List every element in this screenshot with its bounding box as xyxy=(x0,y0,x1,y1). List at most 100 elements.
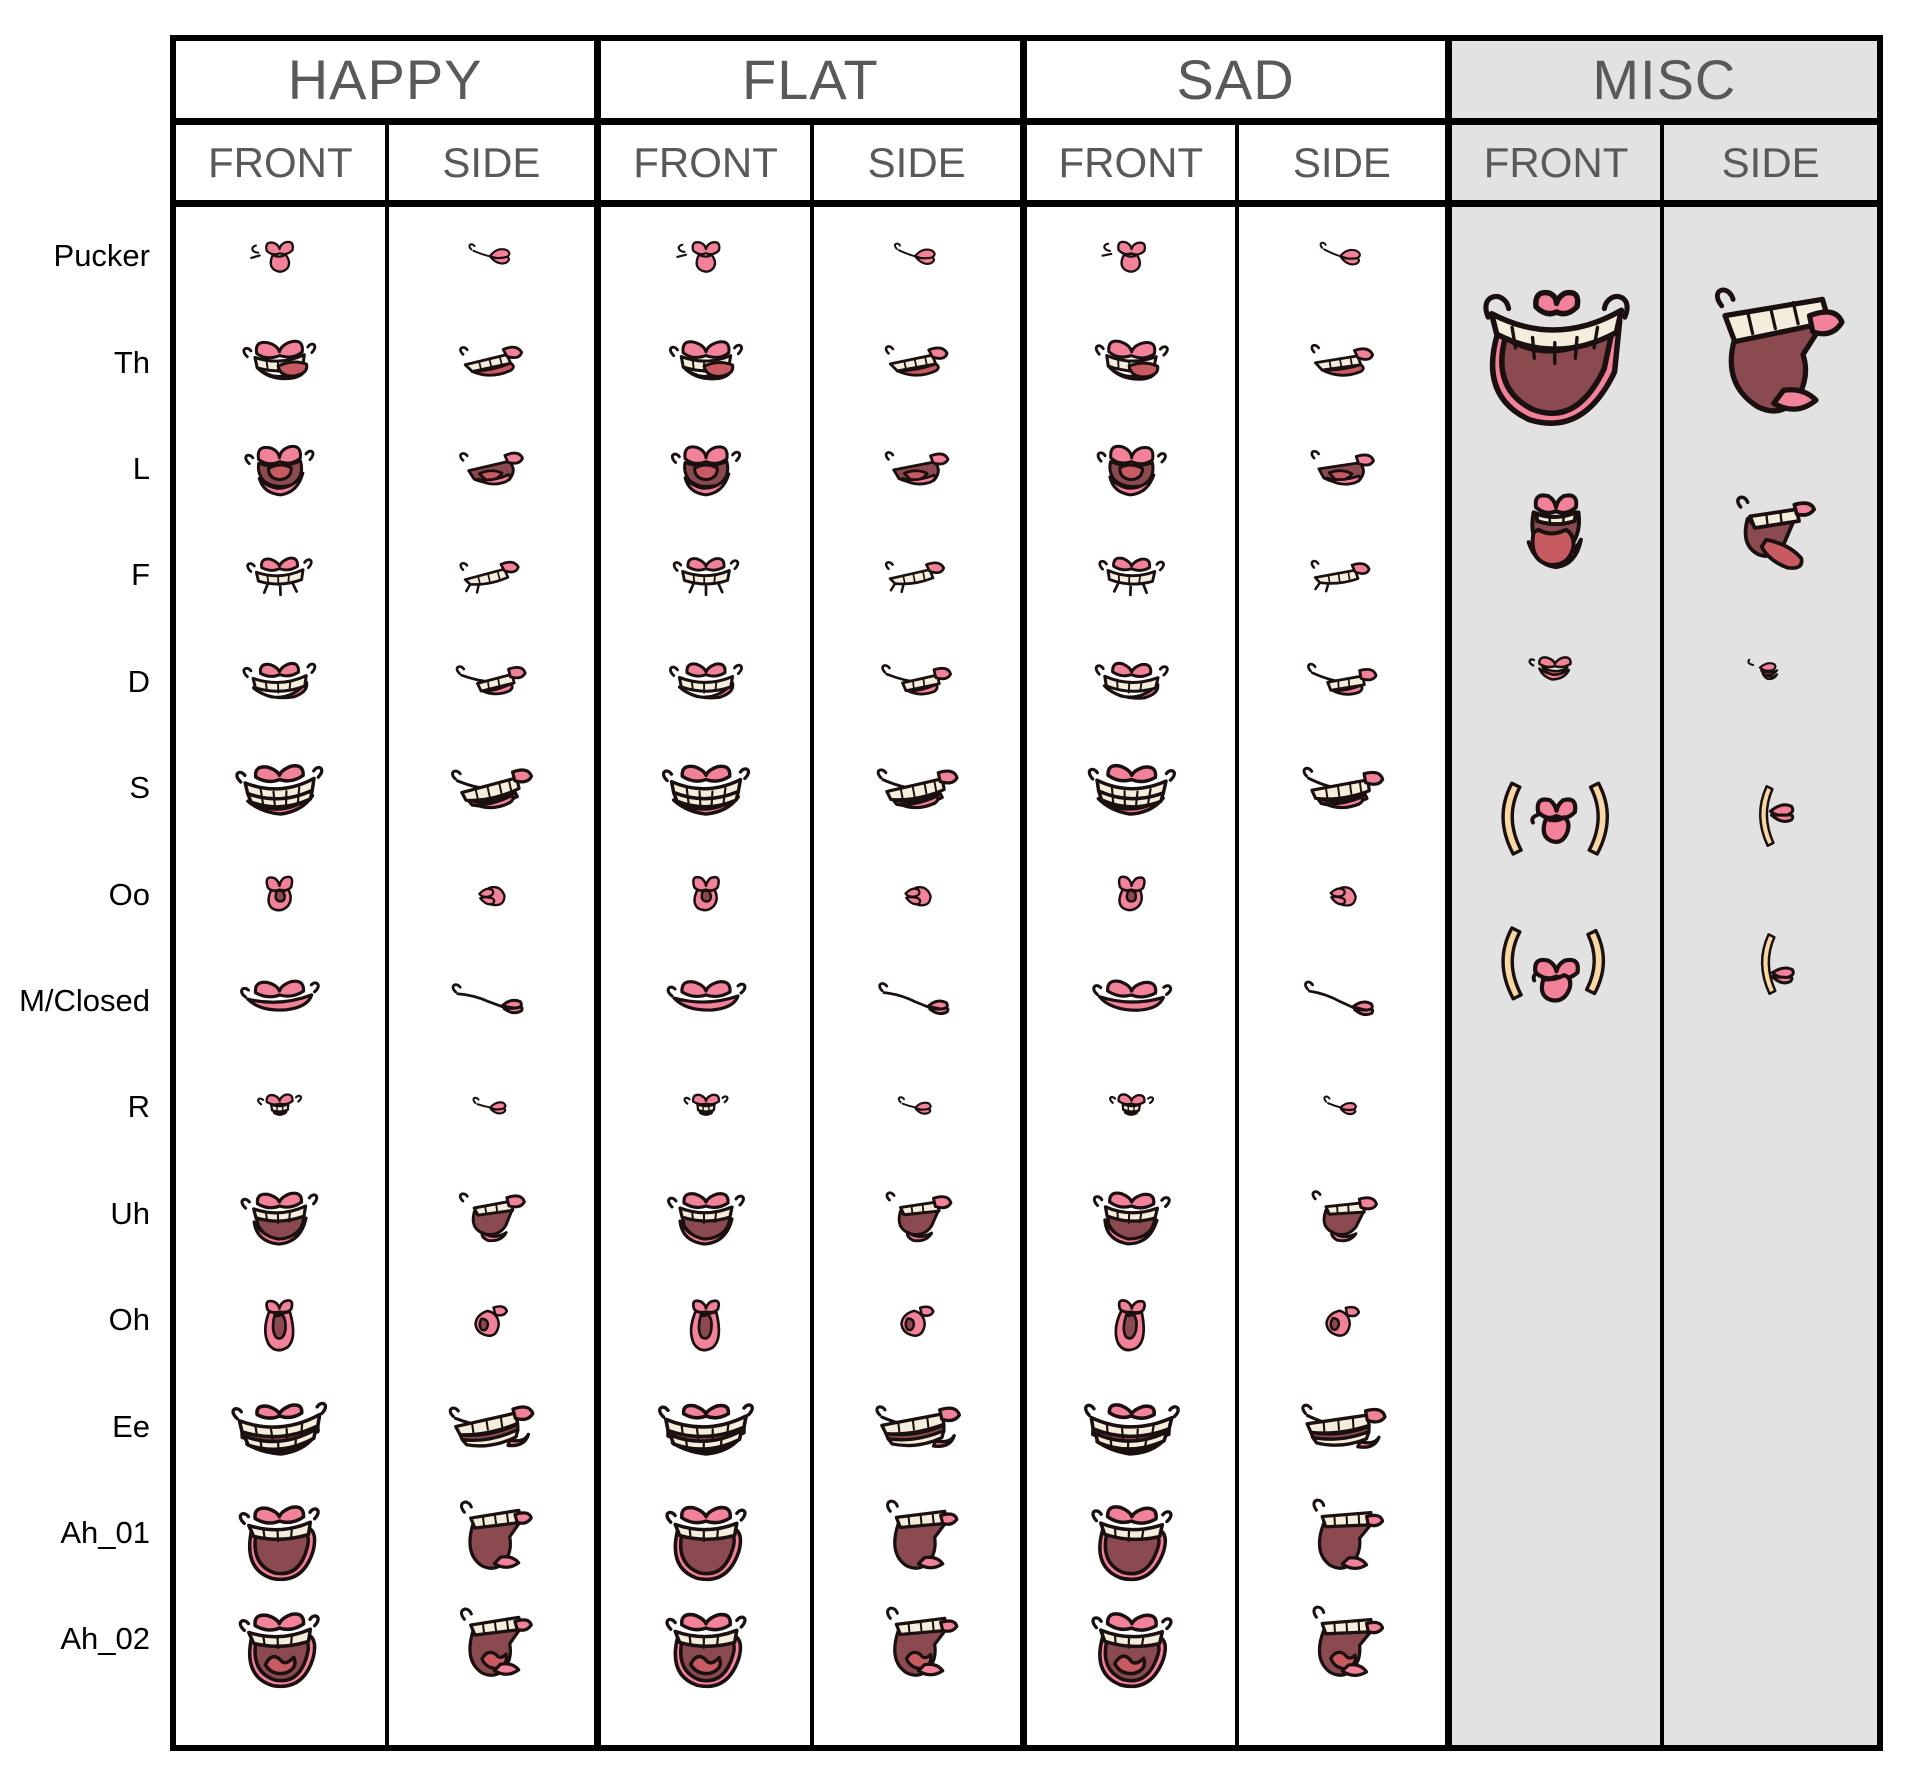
ee-front-mouth-icon xyxy=(212,1378,349,1484)
ah1-side-mouth-icon xyxy=(1280,1489,1405,1585)
kiss-cheeks-1-front-mouth-icon xyxy=(1464,757,1649,875)
tongue-out-side-mouth-icon xyxy=(1701,479,1841,584)
cell-s-happy-front xyxy=(176,739,385,845)
oo-front-mouth-icon xyxy=(232,862,328,935)
m-closed-front-mouth-icon xyxy=(646,960,766,1050)
cell-l-happy-side xyxy=(389,420,595,526)
cell-uh-sad-front xyxy=(1027,1165,1236,1271)
misc-kiss-cheeks-1-front xyxy=(1464,757,1649,875)
l-front-mouth-icon xyxy=(1072,428,1190,519)
uh-front-mouth-icon xyxy=(646,1173,766,1263)
uh-side-mouth-icon xyxy=(435,1174,548,1261)
f-front-mouth-icon xyxy=(225,537,336,622)
raspberry-front-mouth-icon xyxy=(1494,639,1619,709)
cell-d-sad-front xyxy=(1027,633,1236,739)
cell-m-flat-side xyxy=(814,952,1020,1058)
th-front-mouth-icon xyxy=(649,324,763,410)
misc-kiss-cheeks-2-side xyxy=(1713,906,1828,1026)
cell-oh-sad-side xyxy=(1239,1271,1445,1377)
oo-front-mouth-icon xyxy=(1082,862,1179,936)
cell-ah2-happy-front xyxy=(176,1590,385,1696)
cell-pucker-flat-side xyxy=(814,207,1020,313)
cell-pucker-happy-front xyxy=(176,207,385,313)
cell-l-sad-side xyxy=(1239,420,1445,526)
cell-l-happy-front xyxy=(176,420,385,526)
view-header-sad-side: SIDE xyxy=(1239,125,1452,207)
oh-side-mouth-icon xyxy=(443,1287,539,1360)
cell-ah2-flat-side xyxy=(814,1590,1020,1696)
raspberry-side-mouth-icon xyxy=(1718,645,1823,705)
row-label-ah2: Ah_02 xyxy=(60,1621,150,1657)
cell-ah1-happy-front xyxy=(176,1484,385,1590)
misc-kiss-cheeks-2-front xyxy=(1464,907,1649,1025)
row-label-l: L xyxy=(132,450,150,486)
f-front-mouth-icon xyxy=(652,539,760,620)
column-misc-front xyxy=(1451,207,1665,1745)
ah1-side-mouth-icon xyxy=(429,1489,553,1584)
ah1-front-mouth-icon xyxy=(1063,1485,1199,1590)
view-header-sad-front: FRONT xyxy=(1026,125,1240,207)
d-side-mouth-icon xyxy=(438,644,546,727)
column-flat-side xyxy=(814,207,1027,1745)
oo-front-mouth-icon xyxy=(659,864,753,934)
ah2-front-mouth-icon xyxy=(213,1591,348,1695)
f-side-mouth-icon xyxy=(441,540,543,618)
th-front-mouth-icon xyxy=(1072,321,1190,412)
l-side-mouth-icon xyxy=(1288,431,1396,515)
cell-m-happy-side xyxy=(389,952,595,1058)
cell-f-happy-side xyxy=(389,526,595,632)
cell-ah1-happy-side xyxy=(389,1484,595,1590)
cell-ah2-happy-side xyxy=(389,1590,595,1696)
cell-th-happy-side xyxy=(389,313,595,419)
l-front-mouth-icon xyxy=(649,430,763,516)
cell-uh-sad-side xyxy=(1239,1165,1445,1271)
cell-r-flat-side xyxy=(814,1058,1020,1164)
m-closed-side-mouth-icon xyxy=(1285,961,1399,1049)
cell-oo-flat-side xyxy=(814,845,1020,951)
cell-th-flat-side xyxy=(814,313,1020,419)
cell-ee-sad-front xyxy=(1027,1377,1236,1483)
open-laugh-side-mouth-icon xyxy=(1673,273,1868,433)
th-side-mouth-icon xyxy=(438,325,546,408)
misc-open-laugh-front xyxy=(1454,267,1659,439)
ah2-front-mouth-icon xyxy=(1063,1591,1199,1696)
row-label-oh: Oh xyxy=(108,1302,150,1338)
view-header-flat-front: FRONT xyxy=(601,125,814,207)
r-side-mouth-icon xyxy=(451,1080,532,1143)
r-front-mouth-icon xyxy=(1086,1077,1175,1146)
cell-oo-flat-front xyxy=(601,845,810,951)
cell-oo-sad-side xyxy=(1239,845,1445,951)
group-header-flat: FLAT xyxy=(601,41,1027,125)
row-label-th: Th xyxy=(113,344,150,380)
column-misc-side xyxy=(1664,207,1877,1745)
oh-front-mouth-icon xyxy=(228,1284,333,1365)
row-label-oo: Oo xyxy=(108,876,150,912)
cell-d-happy-side xyxy=(389,633,595,739)
cell-ah1-sad-side xyxy=(1239,1484,1445,1590)
oh-side-mouth-icon xyxy=(870,1289,964,1359)
cell-f-sad-side xyxy=(1239,526,1445,632)
view-header-happy-front: FRONT xyxy=(176,125,389,207)
cell-r-happy-side xyxy=(389,1058,595,1164)
cell-m-happy-front xyxy=(176,952,385,1058)
cell-s-sad-side xyxy=(1239,739,1445,845)
m-closed-front-mouth-icon xyxy=(219,958,342,1052)
cell-s-sad-front xyxy=(1027,739,1236,845)
ee-side-mouth-icon xyxy=(428,1382,555,1479)
column-happy-side xyxy=(389,207,602,1745)
cell-d-happy-front xyxy=(176,633,385,739)
cell-ah2-sad-front xyxy=(1027,1590,1236,1696)
ah2-side-mouth-icon xyxy=(429,1596,553,1691)
cell-ah1-flat-side xyxy=(814,1484,1020,1590)
row-label-r: R xyxy=(127,1089,150,1125)
cell-pucker-flat-front xyxy=(601,207,810,313)
misc-raspberry-side xyxy=(1718,645,1823,705)
row-label-ah1: Ah_01 xyxy=(60,1514,150,1550)
column-sad-side xyxy=(1239,207,1452,1745)
th-side-mouth-icon xyxy=(864,327,969,406)
cell-ah1-flat-front xyxy=(601,1484,810,1590)
s-side-mouth-icon xyxy=(857,748,976,837)
m-closed-side-mouth-icon xyxy=(435,962,548,1049)
cell-th-sad-front xyxy=(1027,313,1236,419)
